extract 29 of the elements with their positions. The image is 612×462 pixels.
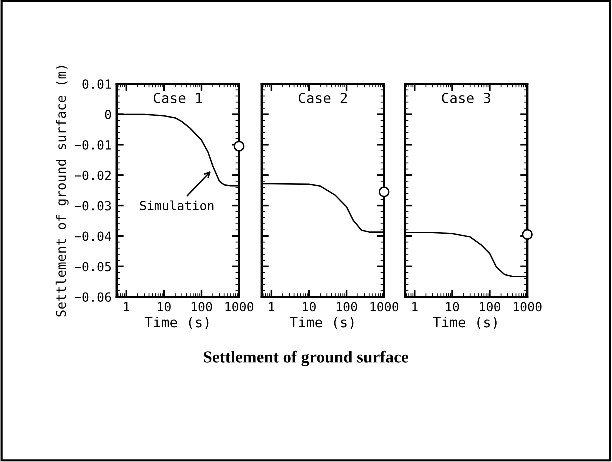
x-tick-label: 1000: [226, 302, 254, 312]
x-tick-label: 1: [124, 302, 130, 312]
x-tick-label: 1000: [514, 302, 542, 312]
y-tick-label: −0.04: [74, 232, 112, 242]
y-tick-label: −0.05: [74, 262, 112, 272]
x-tick-label: 1: [412, 302, 418, 312]
text: Case 2: [298, 92, 348, 104]
text: Case 3: [442, 92, 490, 104]
x-tick-label: 10: [158, 302, 171, 312]
text: Settlement of ground surface: [204, 350, 408, 366]
x-axis-title: Time (s): [433, 316, 497, 330]
y-axis-title: Settlement of ground surface (m): [56, 66, 69, 317]
text: Case 1: [154, 92, 202, 104]
x-tick-label: 100: [337, 302, 358, 312]
y-tick-label: −0.03: [74, 201, 112, 211]
x-tick-label: 10: [446, 302, 460, 312]
y-tick-label: 0.01: [82, 80, 112, 90]
x-tick-label: 100: [480, 302, 500, 312]
x-tick-label: 1000: [370, 302, 399, 312]
y-tick-label: 0: [105, 110, 112, 120]
x-axis-title: Time (s): [290, 316, 354, 330]
annotation: Simulation: [140, 200, 214, 211]
x-tick-label: 100: [192, 302, 212, 312]
y-tick-label: −0.06: [74, 292, 112, 302]
y-tick-label: −0.01: [74, 140, 112, 150]
x-tick-label: 10: [303, 302, 316, 312]
x-axis-title: Time (s): [144, 316, 209, 330]
y-tick-label: −0.02: [74, 170, 111, 180]
x-tick-label: 1: [269, 302, 275, 312]
